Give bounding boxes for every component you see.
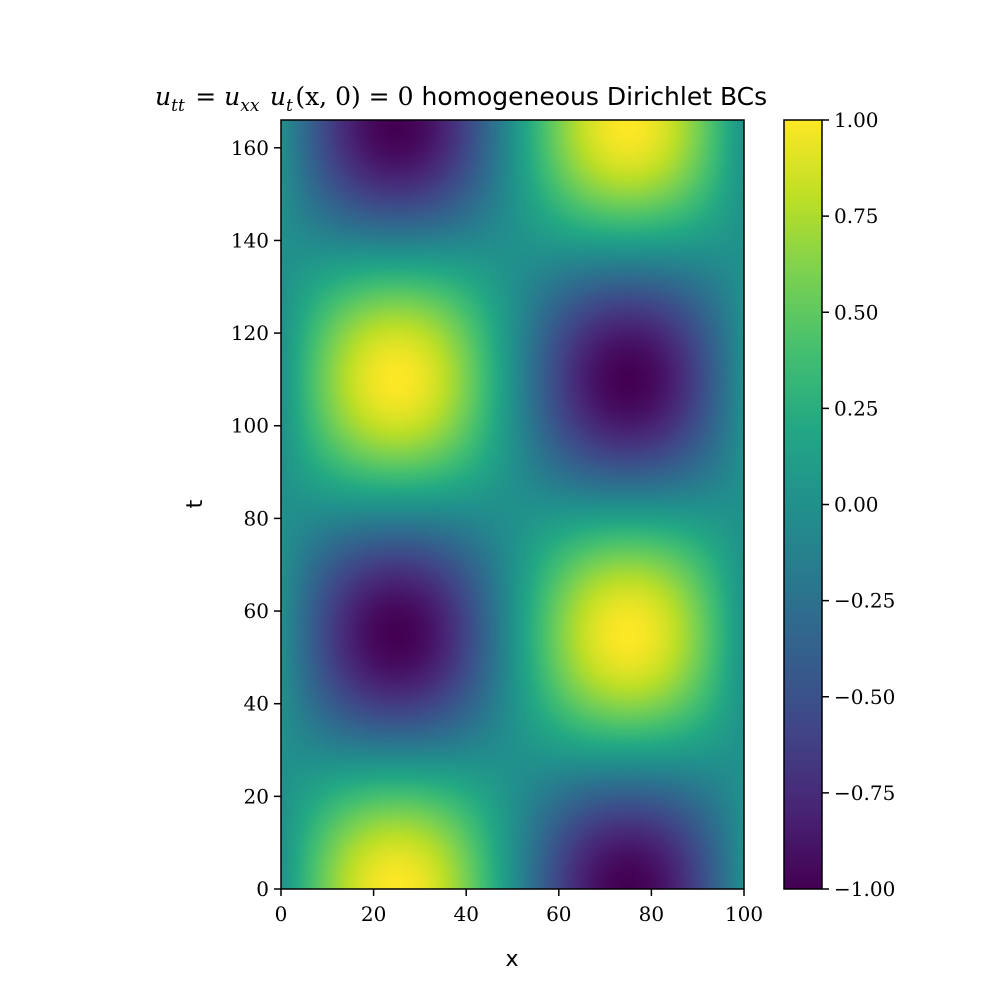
x-tick-label: 60 [546, 902, 571, 926]
x-tick-label: 40 [453, 902, 478, 926]
x-tick-label: 80 [639, 902, 664, 926]
x-axis-label: x [505, 947, 518, 972]
y-tick-label: 140 [231, 228, 269, 252]
colorbar: 1.00 0.75 0.50 0.25 0.00 −0.25 −0.50 −0.75 −1.00 [783, 108, 895, 901]
x-tick-label: 100 [725, 902, 763, 926]
y-tick-label: 60 [244, 599, 269, 623]
colorbar-tick-label: 0.50 [834, 300, 879, 324]
plot-frame [280, 119, 745, 890]
plot-area [280, 119, 745, 890]
x-tick-label: 0 [275, 902, 288, 926]
colorbar-tick-label: 0.00 [834, 493, 879, 517]
y-tick-label: 40 [244, 692, 269, 716]
colorbar-ticks: 1.00 0.75 0.50 0.25 0.00 −0.25 −0.50 −0.75 −1.00 [822, 108, 895, 901]
y-tick-label: 80 [244, 506, 269, 530]
x-axis: 0 20 40 60 80 100 [275, 889, 763, 926]
colorbar-tick-label: −1.00 [834, 877, 895, 901]
y-tick-label: 160 [231, 136, 269, 160]
colorbar-tick-label: −0.75 [834, 781, 895, 805]
y-tick-label: 100 [231, 414, 269, 438]
colorbar-tick-label: 1.00 [834, 108, 879, 132]
colorbar-tick-label: −0.25 [834, 589, 895, 613]
heatmap-image [281, 120, 744, 889]
y-axis-label: t [183, 499, 208, 508]
title-text: homogeneous Dirichlet BCs [421, 82, 767, 111]
colorbar-gradient [784, 120, 822, 889]
colorbar-tick-label: 0.75 [834, 204, 879, 228]
colorbar-tick-label: 0.25 [834, 396, 879, 420]
title-math: utt = uxx ut (x, 0) = 0 [155, 82, 413, 116]
y-tick-label: 20 [244, 784, 269, 808]
colorbar-tick-label: −0.50 [834, 685, 895, 709]
chart-title: utt = uxx ut (x, 0) = 0 homogeneous Diri… [155, 82, 767, 116]
y-tick-label: 0 [256, 877, 269, 901]
y-axis: 0 20 40 60 80 100 120 140 160 [231, 136, 281, 901]
x-tick-label: 20 [361, 902, 386, 926]
y-tick-label: 120 [231, 321, 269, 345]
